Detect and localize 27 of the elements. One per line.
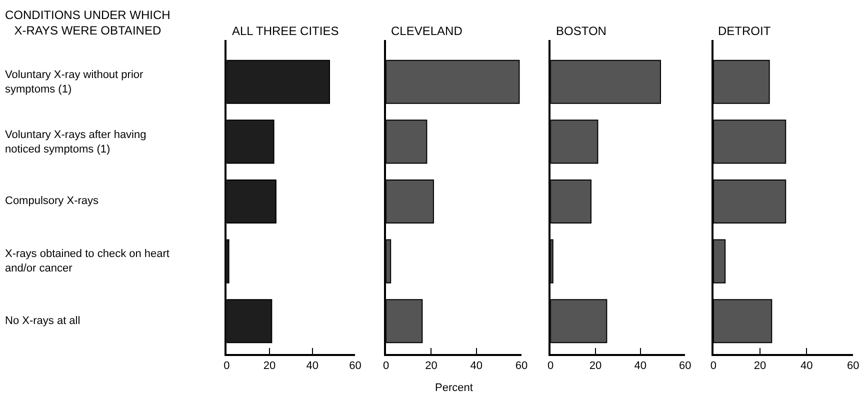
y-axis-title: CONDITIONS UNDER WHICH X-RAYS WERE OBTAINED bbox=[5, 8, 170, 38]
x-tick-label: 60 bbox=[515, 360, 528, 372]
x-tick-label: 40 bbox=[470, 360, 482, 372]
y-tick-label: X-rays obtained to check on heart and/or cancer bbox=[5, 248, 170, 274]
x-tick-label: 20 bbox=[754, 360, 766, 372]
chart-title: DETROIT bbox=[718, 24, 772, 38]
x-tick-label: 60 bbox=[679, 360, 692, 372]
x-tick-label: 0 bbox=[383, 360, 390, 372]
y-tick-label: No X-rays at all bbox=[5, 315, 80, 327]
x-tick-label: 20 bbox=[589, 360, 602, 372]
x-axis-title: Percent bbox=[435, 382, 473, 394]
y-tick-label: Voluntary X-rays after having noticed symptoms (1) bbox=[5, 129, 146, 156]
y-tick-label: Voluntary X-ray without prior symptoms (1) bbox=[5, 69, 144, 96]
x-tick-label: 20 bbox=[263, 360, 276, 372]
x-tick-label: 60 bbox=[847, 360, 860, 372]
x-tick-label: 0 bbox=[710, 360, 717, 372]
x-tick-label: 40 bbox=[800, 360, 813, 372]
x-tick-label: 0 bbox=[548, 360, 554, 372]
x-tick-label: 40 bbox=[306, 360, 318, 372]
y-tick-label: Compulsory X-rays bbox=[5, 195, 100, 207]
chart-title: CLEVELAND bbox=[391, 24, 463, 38]
x-tick-label: 0 bbox=[224, 360, 230, 372]
chart-title: BOSTON bbox=[556, 24, 606, 38]
x-tick-label: 40 bbox=[634, 360, 646, 372]
x-tick-label: 20 bbox=[425, 360, 438, 372]
chart-title: ALL THREE CITIES bbox=[232, 24, 339, 38]
x-tick-label: 60 bbox=[349, 360, 362, 372]
